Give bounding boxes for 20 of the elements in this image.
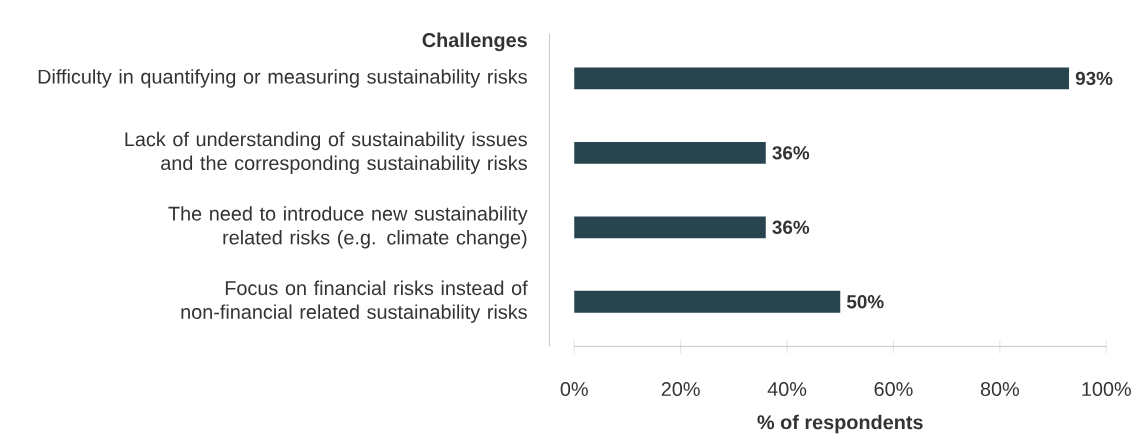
x-tick-label: 0% <box>560 382 588 397</box>
data-label: 36% <box>772 220 810 235</box>
y-tick-label: Focus on financial risks instead of non-financial related sustainability risks <box>181 280 528 323</box>
y-tick-label: The need to introduce new sustainability related risks (e.g. climate change) <box>168 206 528 249</box>
chart-title: Challenges <box>422 32 527 52</box>
data-label: 36% <box>772 146 810 160</box>
x-tick-label: 100% <box>1082 382 1131 397</box>
x-tick-label: 80% <box>980 382 1019 397</box>
y-tick-label: Lack of understanding of sustainability issues and the corresponding sustainability risks <box>125 131 527 175</box>
y-tick-label: Difficulty in quantifying or measuring sustainability risks <box>38 69 527 88</box>
bar <box>574 67 1070 90</box>
data-label: 50% <box>846 295 884 309</box>
x-axis-title: % of respondents <box>757 414 923 434</box>
bar <box>574 216 766 239</box>
bar <box>574 142 766 164</box>
x-tick-label: 40% <box>767 382 807 397</box>
x-tick-label: 20% <box>661 382 700 397</box>
bar <box>574 290 841 313</box>
data-label: 93% <box>1075 71 1113 86</box>
x-tick-label: 60% <box>874 382 913 397</box>
